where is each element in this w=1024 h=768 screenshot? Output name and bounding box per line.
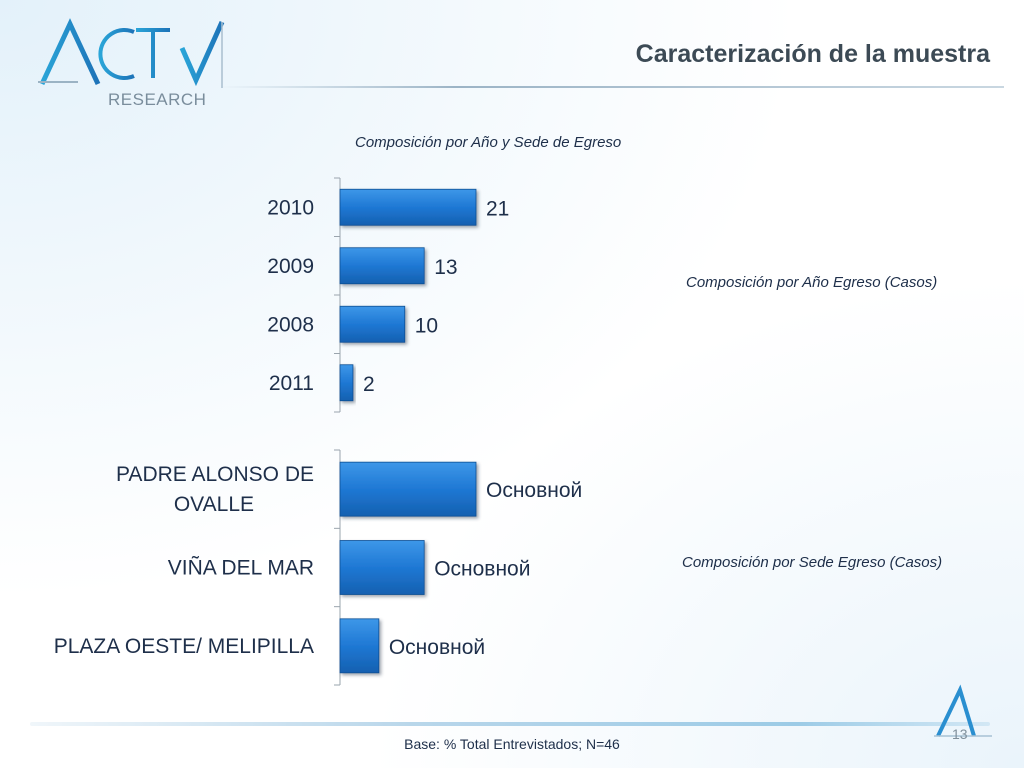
page-number: 13: [952, 726, 968, 742]
footer-divider: [30, 722, 990, 726]
year-chart-caption: Composición por Año Egreso (Casos): [686, 274, 938, 291]
activa-research-logo: RESEARCH: [28, 18, 228, 109]
chart-2-bar: [339, 461, 477, 517]
chart-1-bar: [339, 247, 425, 285]
chart-1-data-label: 10: [415, 314, 438, 337]
chart-1-bar: [339, 305, 406, 343]
header-divider: [220, 86, 1004, 88]
chart-1-bar: [339, 188, 477, 226]
page-title: Caracterización de la muestra: [635, 40, 990, 68]
chart-2-category-label: VIÑA DEL MAR: [168, 556, 314, 580]
category-label-line: 2011: [269, 372, 314, 395]
chart-1-category-label: 2010: [267, 196, 314, 219]
footer-logo-icon: [934, 684, 992, 737]
chart-1-category-label: 2008: [267, 313, 314, 336]
category-label-line: VIÑA DEL MAR: [168, 556, 314, 580]
chart-1-data-label: 21: [486, 197, 509, 220]
chart-2-bar: [339, 540, 425, 595]
site-chart-caption: Composición por Sede Egreso (Casos): [682, 554, 943, 571]
category-label-line: 2008: [267, 313, 314, 336]
category-label-line: PLAZA OESTE/ MELIPILLA: [54, 635, 314, 658]
category-label-line: 2010: [267, 196, 314, 219]
category-label-line: OVALLE: [174, 493, 254, 516]
chart-2-data-label: Основной: [434, 558, 530, 581]
category-label-line: 2009: [267, 255, 314, 278]
chart-1-data-label: 13: [434, 256, 457, 279]
chart-2-category-label: PLAZA OESTE/ MELIPILLA: [54, 635, 314, 658]
category-label-line: PADRE ALONSO DE: [116, 463, 314, 486]
chart-1-category-label: 2009: [267, 255, 314, 278]
base-note: Base: % Total Entrevistados; N=46: [404, 736, 620, 752]
chart-2-bar: [339, 618, 380, 674]
logo-mark: [38, 18, 225, 88]
chart-2-category-label: PADRE ALONSO DE OVALLE: [116, 463, 314, 516]
chart-1-category-label: 2011: [269, 372, 314, 395]
chart-2-data-label: Основной: [486, 479, 582, 502]
chart-heading: Composición por Año y Sede de Egreso: [355, 134, 622, 151]
chart-2-data-label: Основной: [389, 636, 485, 659]
chart-1-bar: [339, 364, 354, 402]
chart-1-data-label: 2: [363, 373, 375, 396]
logo-subtitle: RESEARCH: [108, 90, 207, 109]
